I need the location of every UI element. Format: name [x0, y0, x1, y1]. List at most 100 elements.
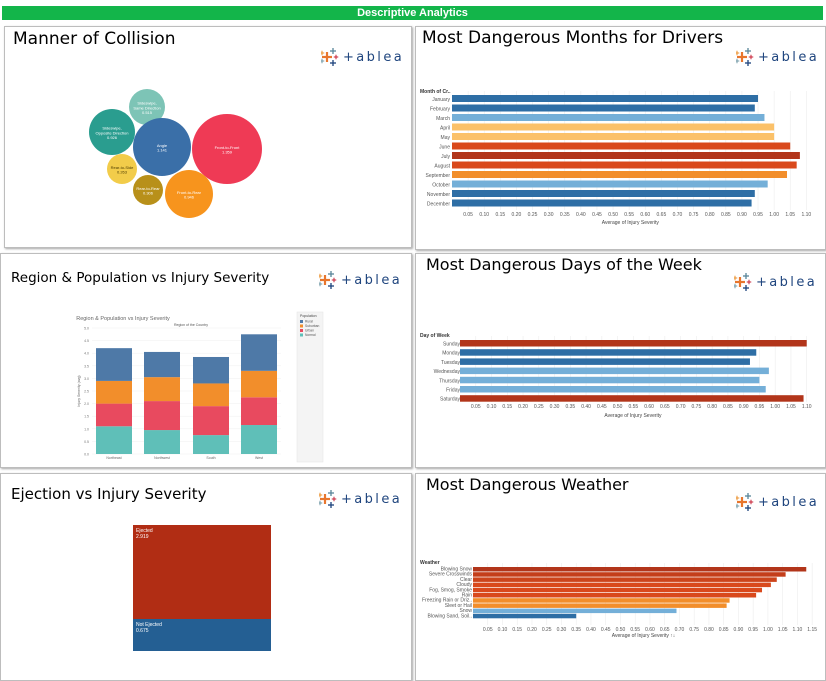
region-stacked-bar-chart: Region & Population vs Injury Severity Re…: [76, 311, 324, 463]
category-label: September: [426, 173, 451, 179]
bar: [473, 613, 577, 619]
stacked-segment: [193, 356, 229, 384]
bar: [473, 603, 727, 608]
tick-label: 0.90: [737, 212, 747, 218]
x-tick-label: West: [255, 456, 263, 460]
logo-cross: [328, 283, 334, 289]
x-tick-label: South: [206, 456, 215, 460]
bar: [452, 114, 765, 121]
tick-label: 0.60: [645, 627, 655, 633]
logo-wordmark: +ableau: [756, 275, 818, 290]
bubble-label: Opposite Direction: [96, 131, 129, 136]
bubble-value: 1.141: [157, 148, 168, 153]
y-tick-label: 3.0: [84, 377, 89, 381]
bar: [460, 367, 769, 375]
bar: [473, 577, 777, 582]
panel-ejection: Ejection vs Injury Severity +ableau Ejec…: [0, 473, 412, 681]
stacked-segment: [96, 403, 132, 427]
tick-label: 0.10: [498, 627, 508, 633]
logo-cross: [320, 494, 330, 504]
bar: [473, 593, 757, 598]
tableau-logo-icon: +ableau: [319, 490, 403, 508]
bar-axis-header: Weather: [420, 560, 440, 566]
logo-cross: [737, 52, 747, 62]
legend-label: Suburban: [305, 324, 319, 328]
y-tick-label: 5.0: [84, 327, 89, 331]
x-tick-label: Northwest: [154, 456, 170, 460]
stacked-segment: [193, 383, 229, 407]
tick-label: 0.30: [550, 404, 560, 410]
stacked-segment: [193, 435, 229, 454]
column-header: Region of the Country: [174, 323, 208, 327]
tick-label: 0.40: [581, 404, 591, 410]
bubble-value: 0.946: [184, 195, 195, 200]
legend-label: Urban: [305, 329, 314, 333]
legend-swatch: [300, 329, 303, 332]
logo-cross: [734, 275, 738, 281]
logo-cross: [333, 54, 339, 60]
tick-label: 0.60: [644, 404, 654, 410]
bubble-value: 1.359: [222, 150, 233, 155]
y-tick-label: 1.5: [84, 415, 89, 419]
tick-label: 0.85: [723, 404, 733, 410]
panel-title: Ejection vs Injury Severity: [11, 485, 207, 503]
tableau-logo-icon: +ableau: [319, 271, 403, 289]
logo-cross: [331, 496, 337, 502]
category-label: Cloudy: [456, 582, 472, 588]
tick-label: 0.05: [471, 404, 481, 410]
tick-label: 0.85: [719, 627, 729, 633]
stacked-segment: [241, 397, 277, 426]
tick-label: 1.00: [770, 404, 780, 410]
logo-cross: [743, 273, 749, 279]
panel-title: Most Dangerous Weather: [426, 475, 629, 494]
logo-cross: [319, 281, 323, 287]
panel-title: Most Dangerous Months for Drivers: [422, 28, 724, 48]
tick-label: 0.90: [739, 404, 749, 410]
tick-label: 1.05: [785, 212, 795, 218]
tick-label: 0.20: [512, 212, 522, 218]
category-label: Freezing Rain or Driz..: [422, 598, 472, 604]
bar: [460, 386, 766, 393]
logo-cross: [736, 50, 740, 56]
tick-label: 1.05: [778, 627, 788, 633]
y-tick-label: 2.0: [84, 402, 89, 406]
logo-wordmark: +ableau: [758, 495, 820, 510]
treemap-value: 0.675: [136, 628, 149, 634]
tick-label: 1.00: [769, 212, 779, 218]
bubble-label: Sideswipe,: [102, 126, 121, 131]
tick-label: 0.30: [544, 212, 554, 218]
tick-label: 1.10: [802, 404, 812, 410]
panel-region-population: Region & Population vs Injury Severity +…: [0, 253, 412, 468]
inner-chart-title: Region & Population vs Injury Severity: [76, 316, 170, 322]
logo-cross: [737, 497, 747, 507]
legend-swatch: [300, 333, 303, 337]
tick-label: 0.55: [630, 627, 640, 633]
logo-cross: [319, 273, 323, 279]
logo-cross: [734, 283, 738, 289]
tick-label: 0.60: [640, 212, 650, 218]
logo-cross: [319, 492, 323, 498]
weather-bar-chart: Weather 0.05 0.10 0.15 0.20 0.25 0.30 0.35 0.40 0…: [420, 560, 817, 639]
category-label: November: [427, 192, 450, 198]
logo-cross: [319, 500, 323, 506]
bar: [473, 567, 807, 572]
tick-label: 0.25: [534, 404, 544, 410]
tick-label: 0.95: [748, 627, 758, 633]
logo-cross: [321, 50, 325, 56]
category-label: Snow: [459, 608, 472, 614]
bar: [460, 349, 757, 356]
category-label: Sunday: [443, 342, 460, 348]
tick-label: 0.55: [628, 404, 638, 410]
tick-label: 0.15: [512, 627, 522, 633]
tick-label: 1.05: [786, 404, 796, 410]
stacked-segment: [241, 370, 277, 398]
bar: [452, 95, 759, 102]
tick-label: 0.80: [707, 404, 717, 410]
bar: [452, 152, 800, 159]
tick-label: 0.20: [527, 627, 537, 633]
